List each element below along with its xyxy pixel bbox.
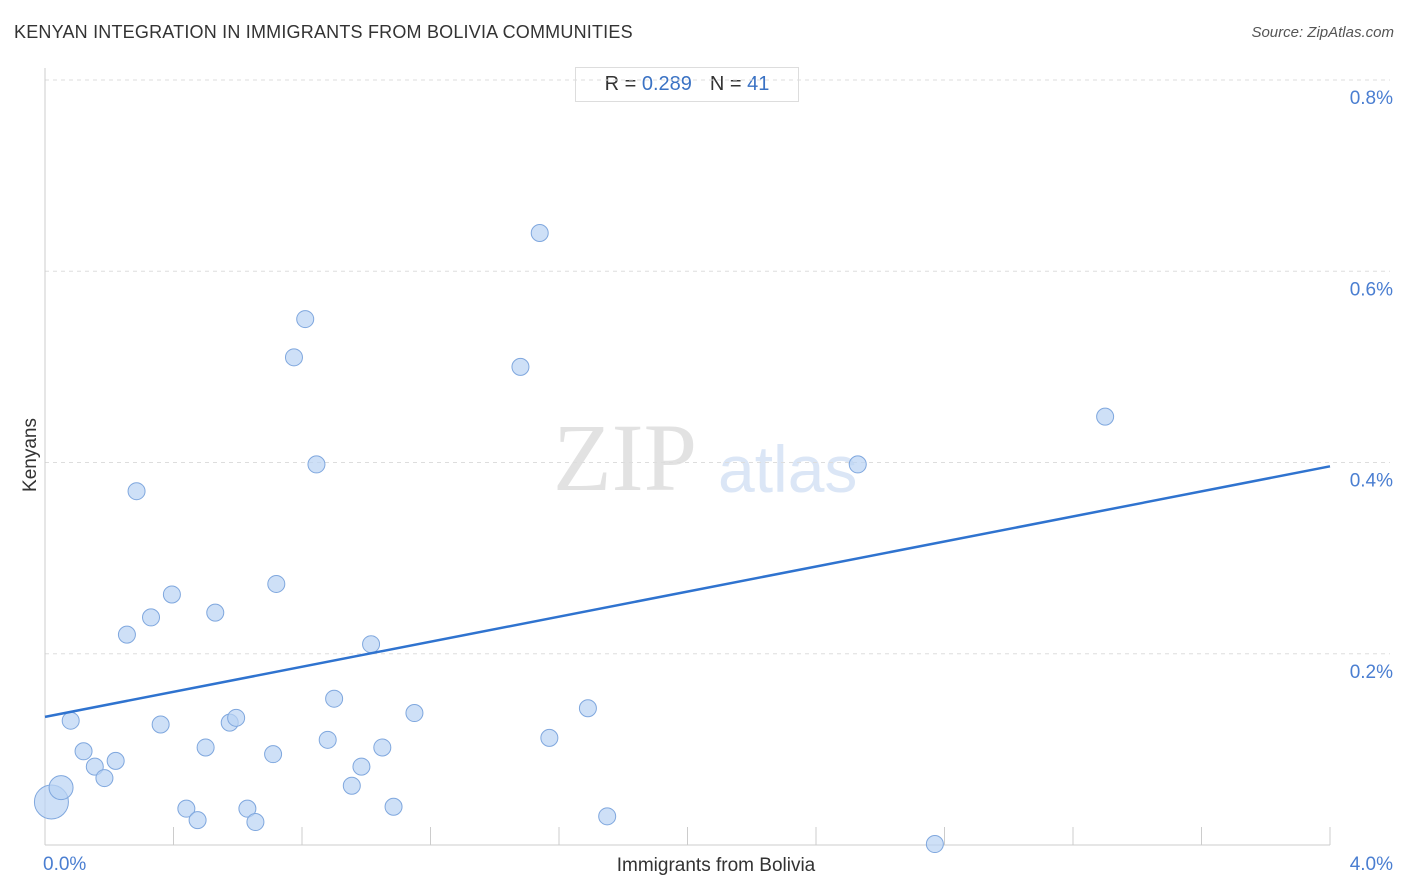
- data-point-23: [296, 310, 315, 329]
- data-point-31: [384, 797, 403, 816]
- data-point-21: [267, 574, 286, 593]
- data-point-6: [106, 751, 125, 770]
- axes: [44, 68, 1331, 846]
- source-credit: Source: ZipAtlas.com: [1251, 24, 1394, 41]
- r-value: 0.289: [641, 73, 692, 95]
- y-tick-label-2: 0.6%: [1350, 279, 1393, 300]
- y-tick-label-3: 0.8%: [1350, 88, 1393, 109]
- data-point-5: [95, 769, 114, 788]
- data-point-24: [307, 455, 326, 474]
- data-point-28: [352, 757, 371, 776]
- data-point-8: [127, 482, 146, 501]
- n-value: 41: [747, 73, 770, 95]
- data-point-11: [162, 585, 181, 604]
- trendline-group: [44, 465, 1331, 719]
- data-point-40: [1096, 407, 1115, 426]
- data-point-19: [246, 813, 265, 832]
- data-point-32: [405, 704, 424, 723]
- data-point-1: [48, 775, 74, 801]
- stats-box: R = 0.289 N = 41: [575, 67, 799, 102]
- trend-line: [44, 465, 1331, 719]
- data-point-36: [578, 699, 597, 718]
- data-point-17: [227, 708, 246, 727]
- data-point-25: [318, 730, 337, 749]
- data-point-34: [530, 224, 549, 242]
- data-point-13: [188, 811, 207, 830]
- data-point-7: [117, 625, 136, 644]
- r-label: R =: [604, 73, 637, 95]
- data-point-35: [540, 728, 559, 747]
- x-tick-label-1: 4.0%: [1350, 854, 1393, 875]
- data-point-39: [925, 835, 944, 854]
- data-point-4: [85, 757, 104, 776]
- y-tick-label-1: 0.4%: [1350, 471, 1393, 492]
- data-point-15: [206, 603, 225, 622]
- data-point-29: [362, 635, 381, 654]
- data-point-22: [284, 348, 303, 367]
- data-point-38: [848, 455, 867, 474]
- n-label: N =: [709, 73, 742, 95]
- data-point-30: [373, 738, 392, 757]
- data-point-18: [238, 799, 257, 818]
- watermark-zip: ZIP: [553, 404, 697, 511]
- data-point-10: [151, 715, 170, 734]
- data-point-2: [61, 711, 80, 730]
- data-point-9: [142, 608, 161, 627]
- data-point-27: [342, 776, 361, 795]
- watermark-atlas: atlas: [718, 432, 857, 506]
- data-point-12: [177, 799, 196, 818]
- data-point-37: [598, 807, 617, 826]
- y-axis-title: Kenyans: [20, 418, 41, 492]
- data-point-20: [264, 745, 283, 764]
- data-point-26: [325, 689, 344, 708]
- data-point-3: [74, 742, 93, 761]
- chart-title: KENYAN INTEGRATION IN IMMIGRANTS FROM BO…: [14, 22, 633, 42]
- data-points: [33, 224, 1115, 854]
- data-point-33: [511, 357, 530, 376]
- x-tick-label-0: 0.0%: [43, 854, 86, 875]
- tick-labels: 0.2% 0.4% 0.6% 0.8% 0.0% 4.0%: [43, 88, 1393, 875]
- y-tick-label-0: 0.2%: [1350, 662, 1393, 683]
- watermark: ZIP atlas: [553, 404, 857, 511]
- grid: [45, 79, 1390, 655]
- data-point-14: [196, 738, 215, 757]
- x-axis-title: Immigrants from Bolivia: [617, 855, 816, 876]
